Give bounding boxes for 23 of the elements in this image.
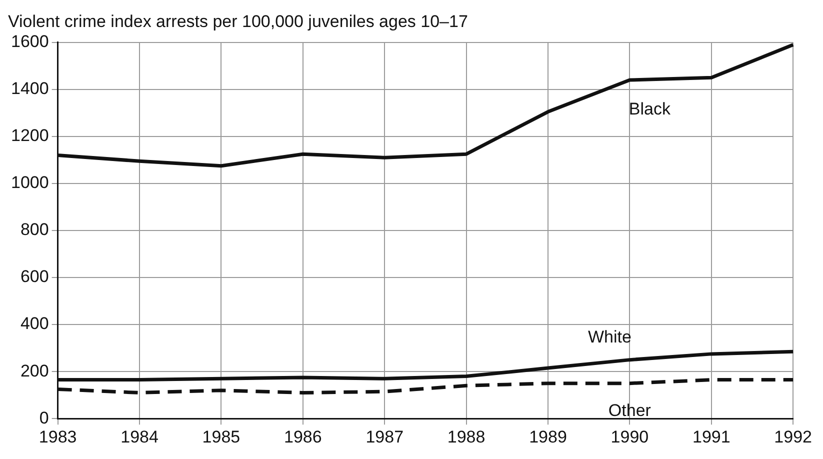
y-tick-label: 1000: [10, 173, 49, 192]
y-tick-label: 400: [20, 314, 49, 334]
x-tick-label: 1991: [692, 427, 730, 446]
y-tick-label: 800: [20, 220, 49, 240]
y-tick-label: 1400: [10, 79, 49, 98]
x-tick-label: 1985: [202, 427, 240, 446]
x-tick-label: 1987: [366, 427, 404, 446]
y-tick-label: 200: [20, 361, 49, 380]
y-tick-label: 0: [39, 408, 49, 428]
x-tick-label: 1988: [447, 427, 486, 446]
x-tick-label: 1986: [284, 427, 322, 446]
x-tick-label: 1989: [529, 427, 567, 446]
chart-title: Violent crime index arrests per 100,000 juveniles ages 10–17: [8, 12, 468, 31]
series-label: White: [588, 328, 632, 347]
x-tick-label: 1990: [610, 427, 649, 446]
x-tick-label: 1983: [38, 427, 77, 446]
series-label: Black: [628, 100, 671, 119]
y-tick-label: 600: [20, 267, 49, 286]
x-tick-label: 1992: [774, 427, 812, 446]
y-tick-label: 1600: [10, 32, 49, 52]
series-label: Other: [608, 401, 652, 420]
x-tick-label: 1984: [120, 427, 158, 446]
y-tick-label: 1200: [10, 126, 49, 146]
